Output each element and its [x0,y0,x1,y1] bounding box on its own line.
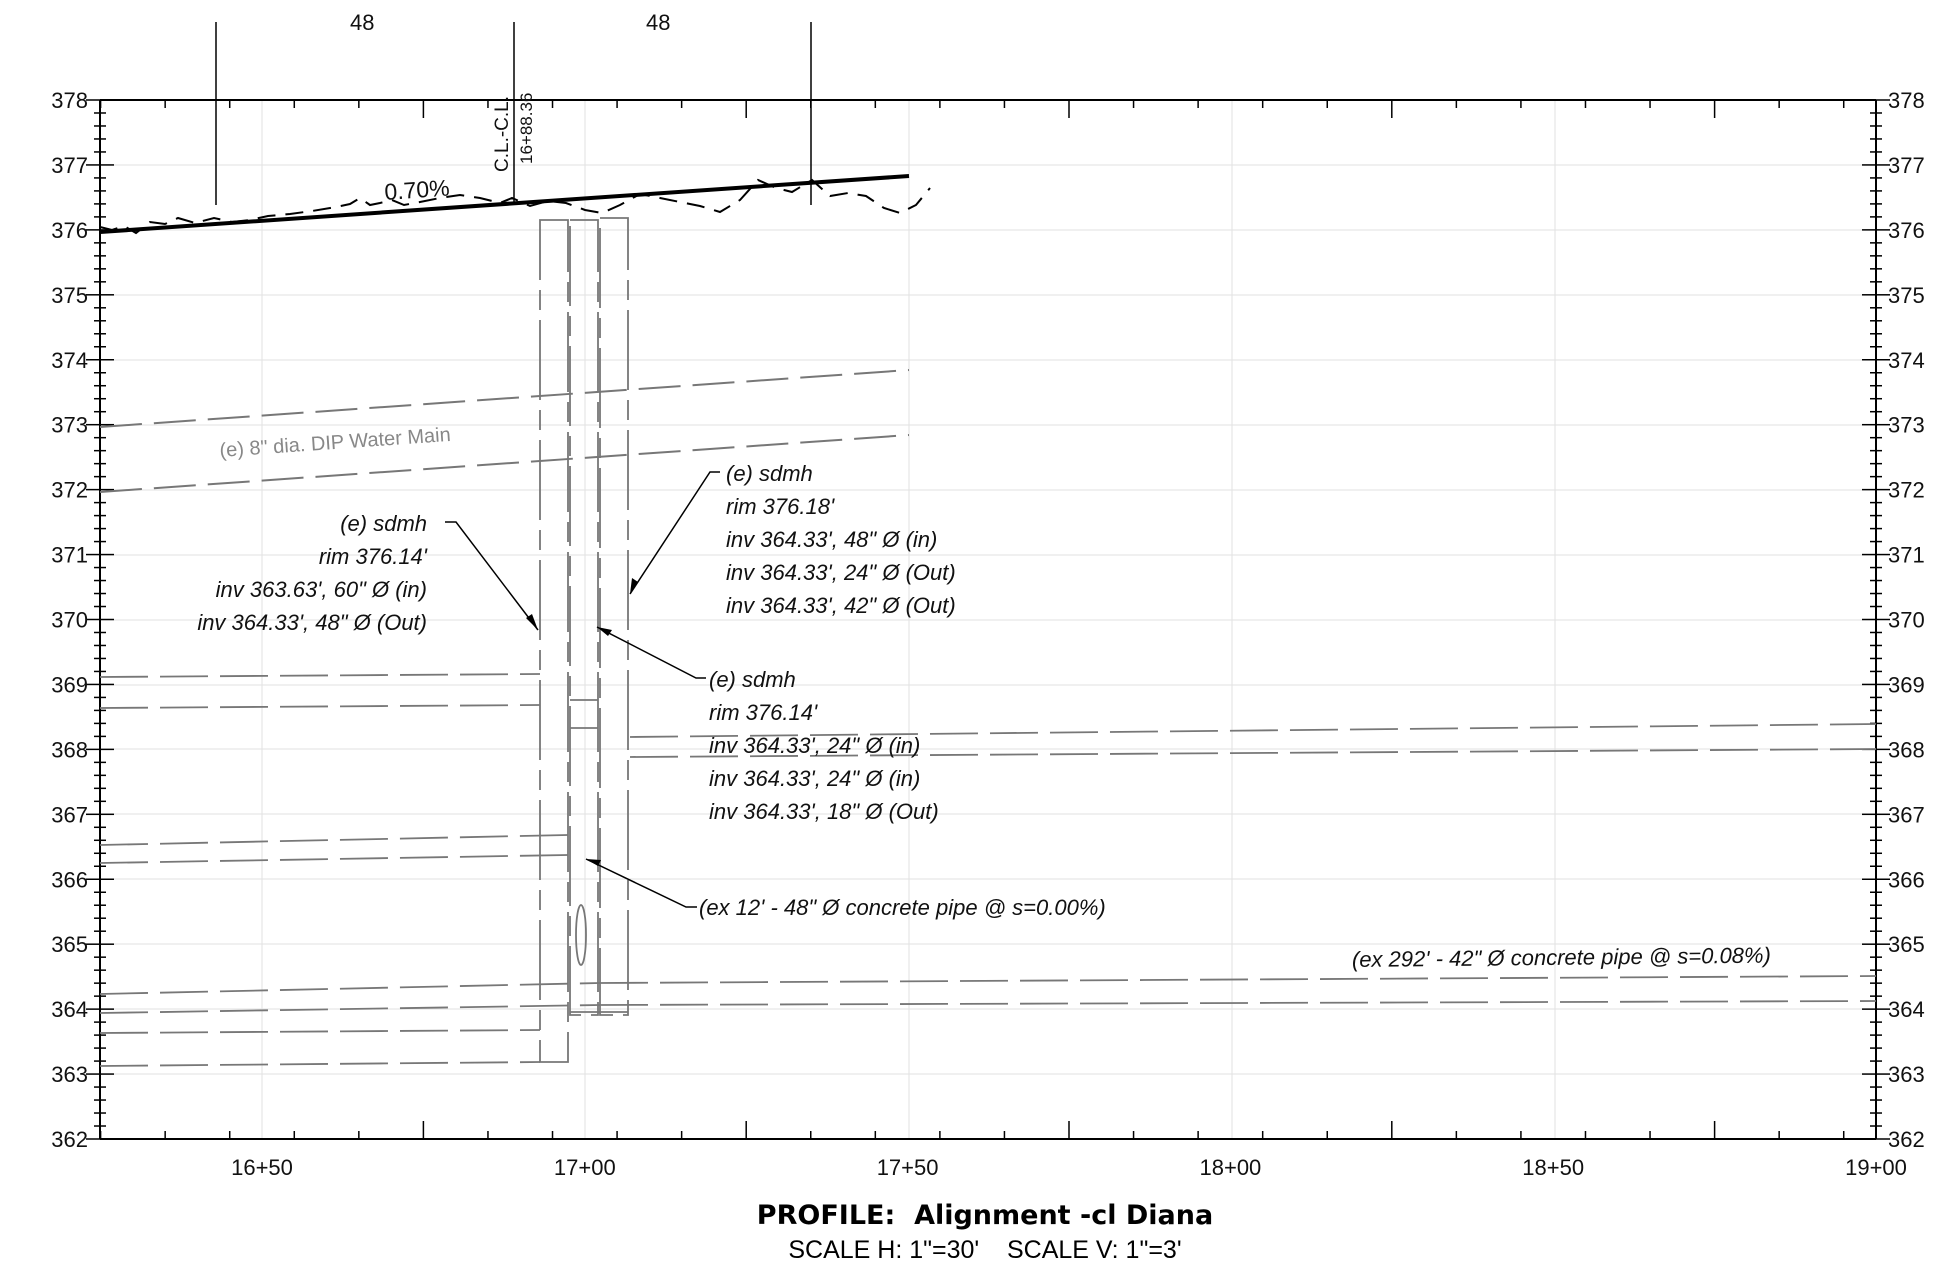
right-sdmh-line4: inv 364.33', 24" Ø (Out) [726,560,956,585]
center-sdmh-line4: inv 364.33', 24" Ø (in) [709,766,920,791]
existing-ground-line [99,178,931,235]
y-tick-label-right: 374 [1888,348,1925,373]
y-tick-label-left: 364 [51,997,88,1022]
x-tick-label: 18+50 [1522,1155,1584,1180]
station-marker-line2: 16+88.36 [517,93,536,164]
callout-arrowheads [526,578,638,866]
y-tick-label-right: 378 [1888,88,1925,113]
pipe-section-ellipse [575,904,587,966]
y-tick-label-left: 375 [51,283,88,308]
x-tick-label: 19+00 [1845,1155,1907,1180]
station-marker-line1: C.L.-C.L. [492,96,513,172]
x-axis-labels: 16+50 17+00 17+50 18+00 18+50 19+00 [231,1155,1907,1180]
right-sdmh-line3: inv 364.33', 48" Ø (in) [726,527,937,552]
left-sdmh-line3: inv 363.63', 60" Ø (in) [216,577,427,602]
y-axis-ticks [86,99,1890,1140]
manhole-left [539,219,569,1063]
station-marker: C.L.-C.L. 16+88.36 [492,93,536,172]
manhole-right [599,217,629,1016]
y-tick-label-right: 363 [1888,1062,1925,1087]
y-tick-label-left: 367 [51,802,88,827]
x-tick-label: 17+50 [877,1155,939,1180]
y-tick-label-right: 368 [1888,737,1925,762]
top-partial-label-right: 48 [646,10,670,35]
y-tick-label-right: 373 [1888,413,1925,438]
y-tick-label-left: 368 [51,737,88,762]
callout-right-sdmh: (e) sdmh rim 376.18' inv 364.33', 48" Ø … [726,461,956,618]
x-axis-ticks [99,100,1845,1139]
grid [100,100,1876,1139]
left-sdmh-line4: inv 364.33', 48" Ø (Out) [197,610,427,635]
y-tick-label-left: 362 [51,1127,88,1152]
y-tick-label-right: 375 [1888,283,1925,308]
y-tick-label-left: 365 [51,932,88,957]
top-partial-label-left: 48 [350,10,374,35]
x-tick-label: 17+00 [554,1155,616,1180]
pipe-12-label: (ex 12' - 48" Ø concrete pipe @ s=0.00%) [699,895,1106,920]
grade-label: 0.70% [384,175,451,205]
y-axis-labels-left: 362 363 364 365 366 367 368 369 370 371 372 373 374 3… [51,88,88,1152]
profile-title: PROFILE: Alignment -cl Diana [757,1200,1213,1231]
manhole-center [569,219,599,1016]
center-sdmh-line2: rim 376.14' [709,700,818,725]
x-tick-label: 16+50 [231,1155,293,1180]
y-tick-label-right: 370 [1888,608,1925,633]
y-tick-label-left: 377 [51,153,88,178]
y-tick-label-left: 374 [51,348,88,373]
left-sdmh-line1: (e) sdmh [340,511,427,536]
y-tick-label-left: 372 [51,478,88,503]
right-sdmh-line1: (e) sdmh [726,461,813,486]
y-tick-label-left: 370 [51,608,88,633]
y-tick-label-left: 371 [51,543,88,568]
y-tick-label-left: 366 [51,867,88,892]
y-tick-label-left: 376 [51,218,88,243]
y-tick-label-right: 372 [1888,478,1925,503]
manholes [539,217,629,1063]
y-tick-label-right: 376 [1888,218,1925,243]
center-sdmh-line3: inv 364.33', 24" Ø (in) [709,733,920,758]
y-tick-label-right: 377 [1888,153,1925,178]
pipes [99,673,1877,1067]
callout-left-sdmh: (e) sdmh rim 376.14' inv 363.63', 60" Ø … [197,511,427,635]
callout-center-sdmh: (e) sdmh rim 376.14' inv 364.33', 24" Ø … [709,667,939,824]
x-tick-label: 18+00 [1200,1155,1262,1180]
y-tick-label-left: 378 [51,88,88,113]
y-tick-label-right: 366 [1888,867,1925,892]
water-main [99,369,910,493]
y-tick-label-right: 367 [1888,802,1925,827]
water-main-label: (e) 8" dia. DIP Water Main [219,424,452,462]
scale-label: SCALE H: 1"=30' SCALE V: 1"=3' [788,1236,1181,1264]
y-axis-labels-right: 362 363 364 365 366 367 368 369 370 371 372 373 374 3… [1888,88,1925,1152]
y-tick-label-right: 369 [1888,672,1925,697]
y-tick-label-left: 373 [51,413,88,438]
right-sdmh-line2: rim 376.18' [726,494,835,519]
left-sdmh-line2: rim 376.14' [319,544,428,569]
center-sdmh-line1: (e) sdmh [709,667,796,692]
center-sdmh-line5: inv 364.33', 18" Ø (Out) [709,799,939,824]
y-tick-label-right: 364 [1888,997,1925,1022]
y-tick-label-right: 362 [1888,1127,1925,1152]
proposed-grade-line [99,174,910,234]
y-tick-label-left: 369 [51,672,88,697]
callout-leaders [445,471,720,908]
right-sdmh-line5: inv 364.33', 42" Ø (Out) [726,593,956,618]
y-tick-label-right: 371 [1888,543,1925,568]
y-tick-label-right: 365 [1888,932,1925,957]
pipe-292-label: (ex 292' - 42" Ø concrete pipe @ s=0.08%… [1352,943,1771,972]
y-tick-label-left: 363 [51,1062,88,1087]
